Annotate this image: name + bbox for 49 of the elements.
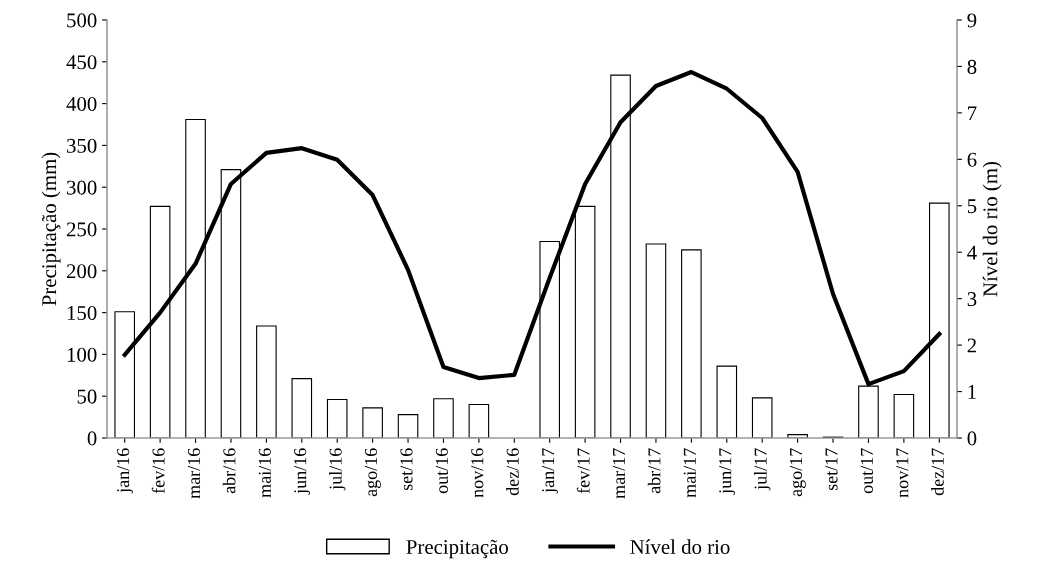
y2-tick-label: 9 [967, 13, 977, 28]
x-tick-label: mai/17 [683, 448, 696, 498]
y-tick-label: 450 [66, 55, 97, 70]
x-tick-label: jan/17 [542, 448, 558, 494]
y-tick-label: 350 [67, 138, 97, 153]
x-tick-label: set/17 [825, 448, 838, 491]
legend-label: Nível do rio [630, 539, 730, 555]
y-tick-label: 150 [67, 305, 97, 321]
x-tick-label: nov/17 [896, 448, 909, 498]
y-tick-label: 250 [66, 222, 97, 237]
x-tick-label: dez/16 [506, 448, 519, 496]
x-tick-label: jul/17 [754, 448, 771, 491]
y-tick-label: 300 [67, 180, 97, 195]
y-tick-label: 400 [66, 96, 97, 112]
x-tick-label: ago/16 [364, 448, 381, 497]
x-tick-label: nov/16 [471, 448, 484, 498]
y2-tick-label: 5 [967, 199, 977, 214]
legend-label: Precipitação [406, 539, 509, 559]
x-tick-label: jun/16 [294, 448, 310, 495]
x-tick-label: mai/16 [258, 448, 271, 498]
y2-tick-label: 0 [967, 431, 977, 446]
x-tick-label: abr/17 [647, 448, 661, 494]
y2-tick-label: 3 [967, 292, 977, 307]
x-tick-label: ago/17 [790, 448, 806, 497]
y-axis-title: Precipitação (mm) [41, 152, 61, 306]
x-tick-label: set/16 [400, 448, 413, 491]
x-tick-label: abr/16 [222, 448, 236, 494]
y2-tick-label: 6 [967, 152, 977, 167]
x-tick-label: mar/16 [187, 448, 201, 499]
x-tick-label: fev/16 [151, 448, 165, 494]
y-tick-label: 500 [67, 13, 97, 28]
x-tick-label: jun/17 [719, 448, 735, 495]
y2-tick-label: 8 [967, 59, 977, 74]
y-tick-label: 50 [77, 389, 97, 404]
y2-tick-label: 7 [968, 106, 977, 121]
x-tick-label: jan/16 [117, 448, 133, 494]
y2-tick-label: 2 [967, 338, 976, 353]
x-tick-label: dez/17 [931, 448, 944, 496]
x-tick-label: out/17 [860, 448, 873, 494]
x-tick-label: out/16 [435, 448, 448, 494]
y-tick-label: 0 [87, 431, 97, 446]
x-tick-label: jul/16 [329, 448, 346, 491]
y2-tick-label: 4 [967, 245, 977, 260]
x-tick-label: mar/17 [612, 448, 626, 499]
y-tick-label: 100 [67, 347, 97, 362]
y-tick-label: 200 [66, 264, 97, 279]
y2-axis-title: Nível do rio (m) [982, 161, 1002, 297]
x-tick-label: fev/17 [576, 448, 590, 494]
y2-tick-label: 1 [968, 385, 976, 399]
